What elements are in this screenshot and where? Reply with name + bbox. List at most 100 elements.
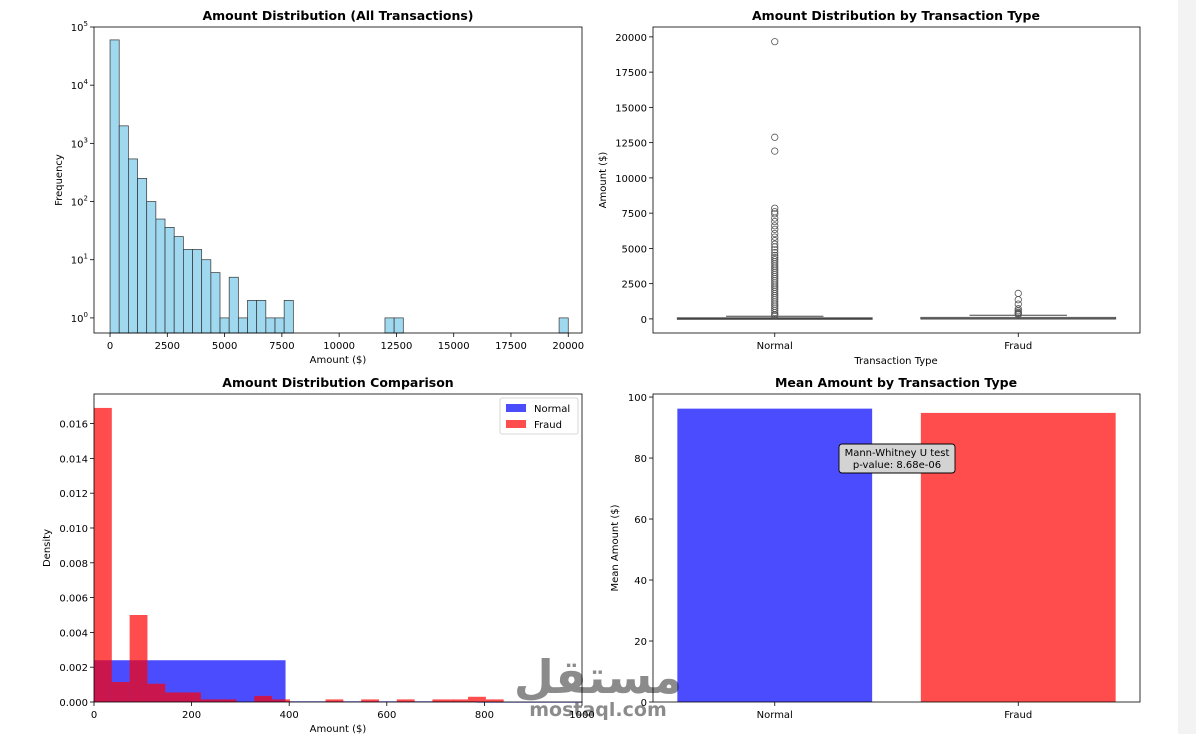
- p3-xtick-label: 800: [475, 710, 494, 721]
- p3-bar-fraud: [272, 699, 290, 702]
- p2-xlabel: Transaction Type: [853, 356, 937, 367]
- p4-ytick-label: 80: [634, 454, 647, 465]
- p1-ytick-label: 101: [71, 253, 88, 267]
- p2-outlier: [771, 312, 779, 320]
- p3-legend: Normal Fraud: [499, 397, 579, 435]
- p4-annotation-box: [838, 443, 956, 474]
- panel-amount-distribution-all: Amount Distribution (All Transactions) 0…: [54, 8, 584, 366]
- p1-ylabel: Frequency: [54, 154, 65, 206]
- p1-bar: [192, 249, 203, 334]
- p2-ytick-label: 5000: [622, 244, 647, 255]
- p3-xtick-label: 200: [182, 710, 201, 721]
- p2-outlier: [771, 240, 779, 248]
- p1-xtick-label: 15000: [438, 341, 470, 352]
- p3-frame: [93, 393, 583, 703]
- p3-bar-fraud: [183, 692, 201, 702]
- p2-outlier: [771, 246, 779, 254]
- p2-frame: [652, 26, 1141, 334]
- p3-xtick-label: 0: [91, 710, 97, 721]
- p1-ytick-label: 103: [71, 136, 88, 150]
- p4-xtick-label: Normal: [757, 710, 793, 721]
- panel-amount-distribution-comparison: Amount Distribution Comparison 0 200 400 60…: [42, 375, 595, 734]
- p1-xtick-label: 2500: [155, 341, 180, 352]
- p1-bar: [274, 317, 285, 334]
- p1-bar: [393, 317, 404, 334]
- p3-legend-swatch-fraud: [506, 420, 526, 428]
- p3-bars: [94, 407, 582, 703]
- p1-bar: [558, 317, 569, 334]
- p1-bar: [247, 300, 258, 334]
- p3-x-ticks: 0 200 400 600 800 1000: [91, 702, 595, 721]
- p1-bar: [118, 125, 129, 334]
- p4-annotation-line1: Mann-Whitney U test: [845, 448, 950, 459]
- p1-bar: [265, 317, 276, 334]
- p2-outlier: [1014, 311, 1022, 319]
- p1-bar: [155, 218, 166, 334]
- p2-outlier: [771, 222, 779, 230]
- p2-boxes: [676, 38, 1117, 320]
- p1-ytick-label: 100: [71, 311, 88, 325]
- p1-bar: [228, 276, 239, 334]
- p1-bar: [173, 236, 184, 334]
- p3-bar-fraud: [218, 699, 237, 702]
- p3-bar-fraud: [200, 699, 219, 702]
- p1-xtick-label: 20000: [552, 341, 584, 352]
- p2-outlier: [771, 308, 779, 317]
- p3-bar-fraud: [254, 695, 273, 702]
- p1-y-ticks: 100 101 102 103 104 105: [71, 20, 94, 325]
- p4-x-ticks: Normal Fraud: [757, 702, 1032, 721]
- p1-bar: [384, 317, 395, 334]
- p2-outlier: [771, 214, 779, 222]
- p3-bar-fraud: [129, 614, 148, 702]
- p3-ytick-label: 0.004: [59, 628, 88, 639]
- p2-ytick-label: 0: [641, 315, 647, 326]
- p1-bar: [237, 317, 248, 334]
- p4-bars: [677, 408, 1116, 702]
- p4-annotation-line2: p-value: 8.68e-06: [853, 460, 941, 471]
- p1-xtick-label: 7500: [269, 341, 294, 352]
- p2-xtick-label: Normal: [757, 341, 793, 352]
- p1-bar: [256, 300, 267, 334]
- p2-outlier: [771, 133, 779, 141]
- p2-outlier: [771, 147, 779, 155]
- p1-bar: [137, 178, 148, 334]
- p1-ytick-label: 105: [71, 20, 88, 34]
- p3-bar-fraud: [325, 699, 344, 702]
- p1-bar: [210, 272, 221, 334]
- p3-ytick-label: 0.012: [59, 489, 88, 500]
- watermark-arabic: مستقل: [514, 650, 682, 704]
- p1-bar: [283, 300, 294, 334]
- watermark-latin: mostaql.com: [529, 699, 667, 721]
- p2-outlier: [1014, 289, 1022, 297]
- p3-bar-fraud: [396, 699, 415, 702]
- p1-xtick-label: 10000: [323, 341, 355, 352]
- p1-title: Amount Distribution (All Transactions): [202, 8, 473, 23]
- p1-frame: [93, 26, 583, 334]
- p3-ytick-label: 0.016: [59, 420, 88, 431]
- p2-outlier: [771, 229, 779, 238]
- p2-outlier: [771, 38, 779, 46]
- p3-ytick-label: 0.000: [59, 698, 88, 709]
- p2-ylabel: Amount ($): [598, 152, 609, 209]
- p2-outlier: [771, 225, 779, 233]
- p3-legend-label-normal: Normal: [534, 404, 570, 415]
- p3-xtick-label: 600: [377, 710, 396, 721]
- p1-bar: [219, 317, 230, 334]
- p1-bar: [109, 39, 120, 334]
- p1-bar: [146, 201, 157, 334]
- p1-xtick-label: 12500: [381, 341, 413, 352]
- p3-bar-fraud: [450, 699, 469, 702]
- p3-ytick-label: 0.006: [59, 594, 88, 605]
- p4-ytick-label: 100: [628, 393, 647, 404]
- p3-xlabel: Amount ($): [310, 724, 367, 734]
- p3-ytick-label: 0.014: [59, 454, 88, 465]
- p1-x-ticks: 0 2500 5000 7500 10000 12500 15000 17500 20000: [107, 333, 584, 352]
- p2-ytick-label: 20000: [615, 33, 647, 44]
- p2-outlier: [771, 210, 779, 218]
- p3-xtick-label: 400: [280, 710, 299, 721]
- p3-bar-fraud: [147, 683, 166, 702]
- p2-outlier: [771, 249, 779, 257]
- p2-outlier: [771, 306, 779, 315]
- p3-bar-fraud: [165, 692, 184, 702]
